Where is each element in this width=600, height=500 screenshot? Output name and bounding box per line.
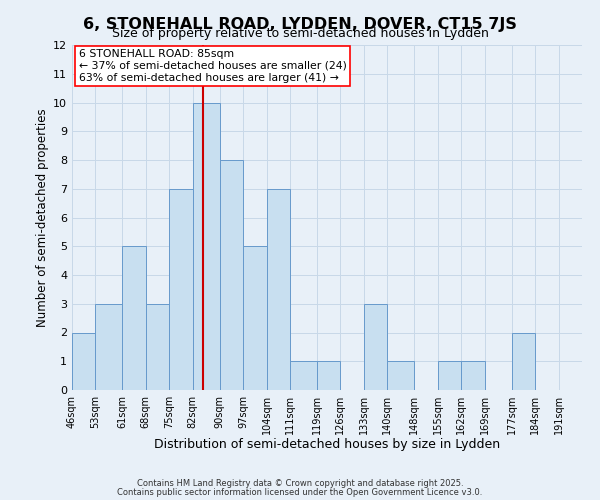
Bar (266, 189, 290, 390)
Bar (243, 246, 266, 390)
Text: 6 STONEHALL ROAD: 85sqm
← 37% of semi-detached houses are smaller (24)
63% of se: 6 STONEHALL ROAD: 85sqm ← 37% of semi-de… (79, 50, 347, 82)
Bar (95, 304, 122, 390)
Bar (438, 361, 461, 390)
Text: Size of property relative to semi-detached houses in Lydden: Size of property relative to semi-detach… (112, 28, 488, 40)
Text: Contains HM Land Registry data © Crown copyright and database right 2025.: Contains HM Land Registry data © Crown c… (137, 479, 463, 488)
Bar (193, 102, 220, 390)
Bar (388, 361, 414, 390)
Text: Contains public sector information licensed under the Open Government Licence v3: Contains public sector information licen… (118, 488, 482, 497)
Bar (220, 160, 243, 390)
Bar (72, 332, 95, 390)
Bar (290, 361, 317, 390)
X-axis label: Distribution of semi-detached houses by size in Lydden: Distribution of semi-detached houses by … (154, 438, 500, 452)
Bar (146, 304, 169, 390)
Y-axis label: Number of semi-detached properties: Number of semi-detached properties (36, 108, 49, 327)
Bar (461, 361, 485, 390)
Bar (169, 189, 193, 390)
Bar (317, 361, 340, 390)
Bar (364, 304, 388, 390)
Text: 6, STONEHALL ROAD, LYDDEN, DOVER, CT15 7JS: 6, STONEHALL ROAD, LYDDEN, DOVER, CT15 7… (83, 18, 517, 32)
Bar (122, 246, 146, 390)
Bar (512, 332, 535, 390)
